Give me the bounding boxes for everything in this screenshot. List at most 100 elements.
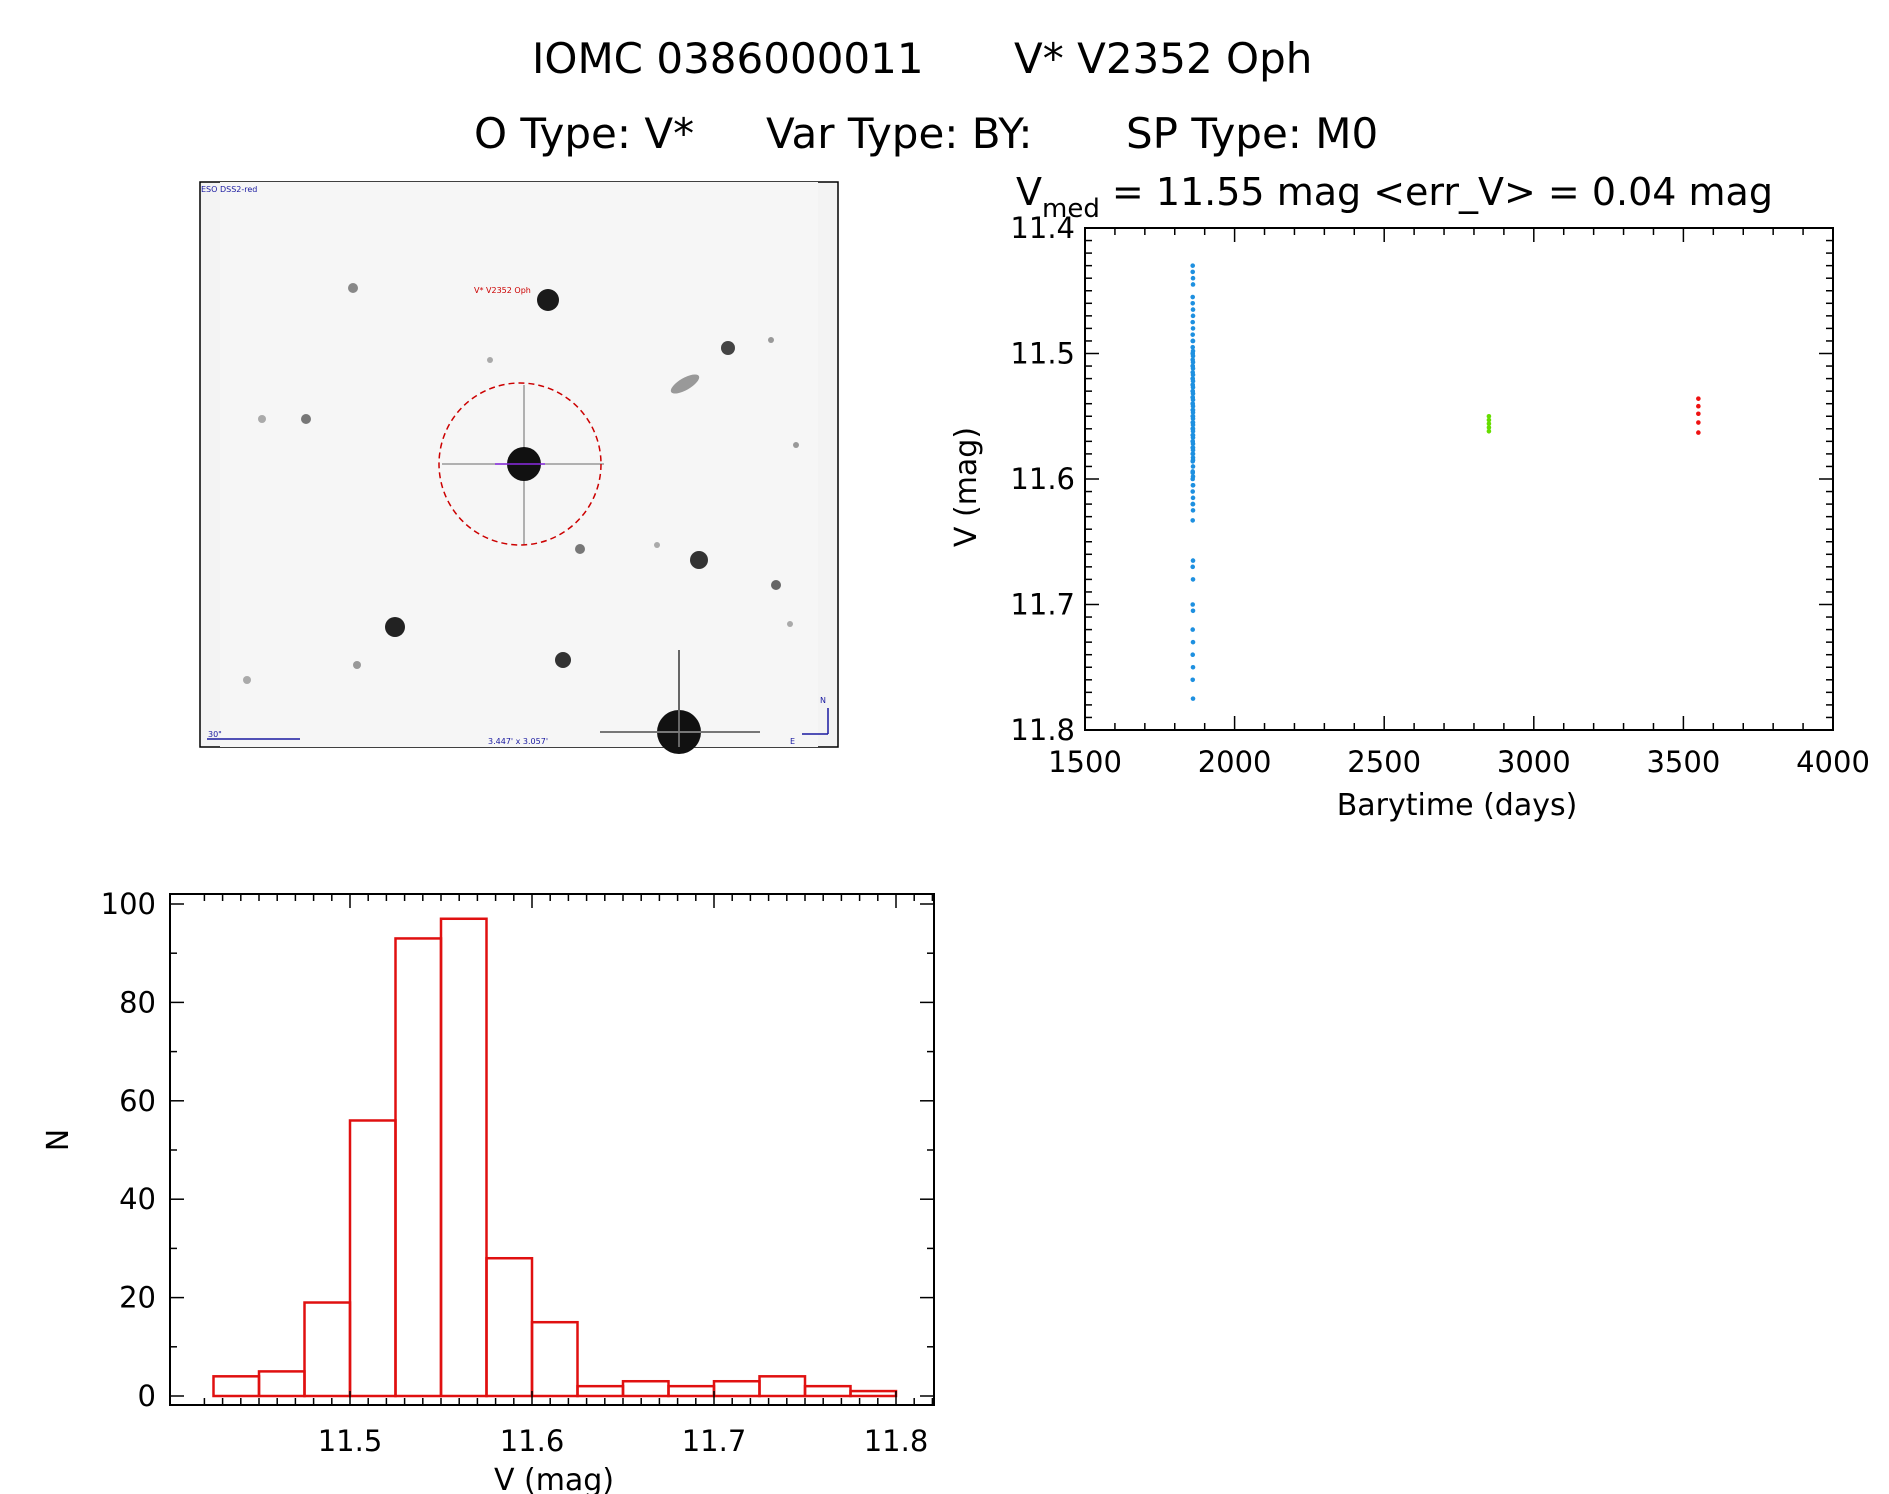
star: [690, 551, 708, 569]
light-curve-xlabel: Barytime (days): [1337, 788, 1578, 823]
series-1-point: [1190, 426, 1196, 432]
series-1-point: [1190, 495, 1196, 501]
histogram-bar: [439, 917, 488, 1398]
series-1-point: [1190, 476, 1196, 482]
series-1-point: [1190, 464, 1196, 469]
series-1-point: [1190, 407, 1196, 413]
series-1-point: [1190, 319, 1196, 325]
survey-label: ESO DSS2-red: [201, 185, 257, 194]
title-object-type: O Type: V*: [474, 109, 694, 158]
series-1-point: [1190, 395, 1196, 400]
title-star-id: IOMC 0386000011: [532, 34, 924, 83]
histogram-bar: [712, 1379, 761, 1398]
series-2-point: [1486, 425, 1492, 430]
histogram-bar: [257, 1370, 306, 1398]
histogram-bar: [485, 1256, 534, 1398]
star: [793, 442, 799, 448]
star: [654, 542, 660, 548]
series-1-point: [1190, 445, 1196, 450]
histogram-xlabel: V (mag): [494, 1463, 614, 1494]
star: [537, 289, 559, 311]
series-2-point: [1486, 413, 1492, 419]
x-tick-label: 4000: [1796, 745, 1870, 779]
series-1-point: [1190, 627, 1196, 632]
y-tick-label: 20: [119, 1281, 156, 1315]
histogram-bars: [212, 917, 898, 1398]
finder-image-panel: V* V2352 Oph ESO DSS2-red 30" 3.447' x 3…: [199, 181, 839, 754]
x-tick-label: 11.5: [318, 1424, 383, 1458]
series-1-point: [1190, 338, 1196, 344]
star: [555, 652, 571, 668]
series-1-point: [1190, 326, 1196, 331]
series-1-point: [1190, 489, 1196, 494]
x-tick-label: 3000: [1497, 745, 1571, 779]
scale-label: 30": [208, 730, 222, 739]
histogram-bar: [212, 1375, 261, 1398]
histogram-bar: [849, 1389, 898, 1398]
compass-north-label: N: [820, 696, 826, 705]
light-curve-ticks: 1500 2000 2500 3000 3500 4000 11.4 11.5 11.6 11.7…: [1010, 211, 1869, 779]
series-3-point: [1696, 420, 1701, 425]
histogram-bar: [758, 1375, 807, 1398]
series-1-point: [1190, 275, 1196, 281]
series-1-point: [1190, 470, 1196, 476]
title-rest: = 11.55 mag <err_V> = 0.04 mag: [1100, 170, 1773, 214]
y-tick-label: 11.7: [1010, 588, 1075, 622]
x-tick-label: 11.7: [682, 1424, 747, 1458]
histogram-ticks: 0 20 40 60 80 100 11.5 11.6 11.7 11.8: [101, 887, 934, 1458]
y-tick-label: 100: [101, 887, 156, 921]
series-1-point: [1190, 518, 1196, 523]
series-1-point: [1190, 344, 1196, 350]
histogram-bar: [530, 1320, 579, 1398]
series-1-point: [1190, 359, 1196, 365]
series-1-point: [1190, 307, 1196, 312]
x-tick-label: 2000: [1198, 745, 1272, 779]
light-curve-frame: [1084, 227, 1834, 731]
star: [353, 661, 361, 669]
light-curve-chart: Vmed = 11.55 mag <err_V> = 0.04 mag 1500…: [949, 170, 1870, 823]
title-star-name: V* V2352 Oph: [1014, 34, 1312, 83]
series-1-point: [1190, 432, 1196, 438]
star: [348, 283, 358, 293]
x-tick-label: 3500: [1646, 745, 1720, 779]
x-tick-label: 2500: [1347, 745, 1421, 779]
star: [258, 415, 266, 423]
series-1-point: [1190, 677, 1196, 683]
y-tick-label: 80: [119, 985, 156, 1019]
star: [301, 414, 311, 424]
series-1-point: [1190, 696, 1196, 701]
series-1-point: [1190, 401, 1196, 407]
star: [487, 357, 493, 363]
fov-label: 3.447' x 3.057': [488, 737, 548, 746]
series-1-point: [1190, 608, 1196, 614]
series-1-point: [1190, 351, 1196, 356]
x-tick-label: 1500: [1048, 745, 1122, 779]
galaxy: [670, 374, 700, 394]
histogram-bar: [803, 1384, 852, 1398]
series-1-point: [1190, 388, 1196, 394]
y-tick-label: 60: [119, 1084, 156, 1118]
series-3-point: [1696, 411, 1701, 417]
star: [768, 337, 774, 343]
star: [721, 341, 735, 355]
histogram-bar: [667, 1384, 716, 1398]
series-1-point: [1190, 639, 1196, 645]
series-1-point: [1190, 457, 1196, 463]
y-tick-label: 11.5: [1010, 337, 1075, 371]
series-2-point: [1486, 429, 1492, 434]
series-1-point: [1190, 501, 1196, 507]
histogram-bar: [348, 1119, 397, 1398]
star: [771, 580, 781, 590]
series-1-point: [1190, 294, 1196, 300]
series-1-point: [1190, 301, 1196, 306]
star: [787, 621, 793, 627]
series-1-point: [1190, 332, 1196, 337]
title-prefix: V: [1016, 170, 1042, 214]
x-tick-label: 11.8: [864, 1424, 929, 1458]
series-1-point: [1190, 413, 1196, 419]
title-spectral-type: SP Type: M0: [1126, 109, 1378, 158]
series-3-point: [1696, 430, 1701, 435]
light-curve-title: Vmed = 11.55 mag <err_V> = 0.04 mag: [1016, 170, 1773, 224]
y-tick-label: 0: [138, 1379, 156, 1413]
